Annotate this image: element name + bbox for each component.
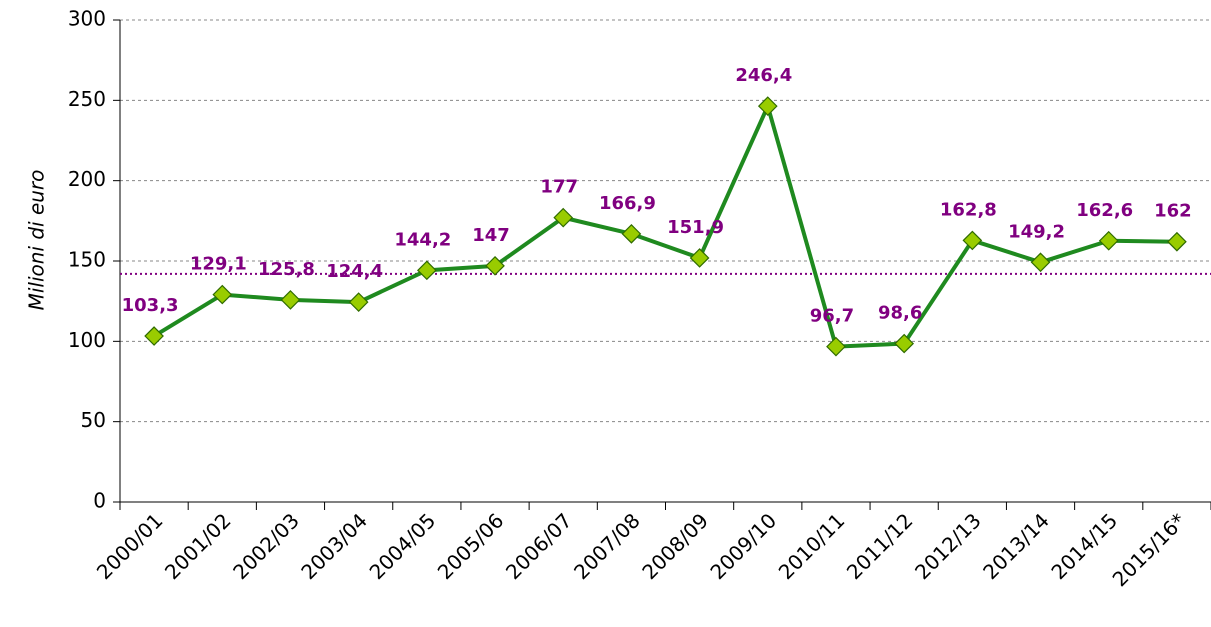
marker <box>144 326 164 346</box>
data-label: 125,8 <box>258 259 315 280</box>
x-tick-label: 2004/05 <box>365 508 441 584</box>
data-label: 162,6 <box>1076 200 1133 221</box>
x-tick-label: 2015/16* <box>1108 508 1191 591</box>
data-label: 124,4 <box>326 261 383 282</box>
x-tick-label: 2001/02 <box>160 508 236 584</box>
y-tick-label: 250 <box>68 87 106 111</box>
y-tick-label: 150 <box>68 248 106 272</box>
marker <box>621 223 642 244</box>
x-tick-label: 2008/09 <box>637 508 713 584</box>
data-label: 162 <box>1154 201 1192 222</box>
marker <box>826 336 846 357</box>
y-tick-label: 200 <box>68 167 106 191</box>
marker <box>689 248 710 268</box>
data-label: 144,2 <box>394 229 451 250</box>
series-line <box>153 104 1177 349</box>
marker <box>894 333 915 354</box>
marker <box>1030 252 1051 273</box>
y-tick-label: 300 <box>68 7 106 31</box>
x-tick-label: 2010/11 <box>774 508 850 584</box>
marker <box>1098 230 1119 251</box>
data-label: 151,9 <box>667 217 724 238</box>
data-label: 246,4 <box>735 65 792 86</box>
x-tick-label: 2009/10 <box>705 508 781 584</box>
data-label: 129,1 <box>190 254 247 275</box>
x-tick-label: 2011/12 <box>842 508 918 584</box>
marker <box>348 292 369 312</box>
x-tick-label: 2007/08 <box>569 508 645 584</box>
marker <box>212 284 233 305</box>
x-tick-label: 2013/14 <box>978 508 1054 584</box>
data-label: 162,8 <box>940 199 997 220</box>
x-tick-label: 2000/01 <box>92 508 168 584</box>
marker <box>416 260 437 281</box>
data-label: 149,2 <box>1008 221 1065 242</box>
x-tick-label: 2002/03 <box>228 508 304 584</box>
x-tick-label: 2005/06 <box>433 508 509 584</box>
marker <box>485 255 505 276</box>
y-tick-label: 100 <box>68 328 106 352</box>
x-tick-label: 2012/13 <box>910 508 986 584</box>
y-tick-label: 50 <box>81 408 106 432</box>
marker <box>1167 231 1187 252</box>
data-label: 96,7 <box>810 306 854 327</box>
y-tick-label: 0 <box>93 489 106 513</box>
x-tick-label: 2003/04 <box>296 508 372 584</box>
marker <box>553 207 574 228</box>
data-label: 147 <box>472 225 510 246</box>
data-label: 103,3 <box>122 295 179 316</box>
marker <box>757 96 778 116</box>
data-label: 98,6 <box>878 303 922 324</box>
y-axis-title: Milioni di euro <box>25 170 49 311</box>
marker <box>280 290 301 310</box>
x-tick-label: 2006/07 <box>501 508 577 584</box>
marker <box>962 230 983 251</box>
data-label: 177 <box>540 177 578 198</box>
data-label: 166,9 <box>599 193 656 214</box>
